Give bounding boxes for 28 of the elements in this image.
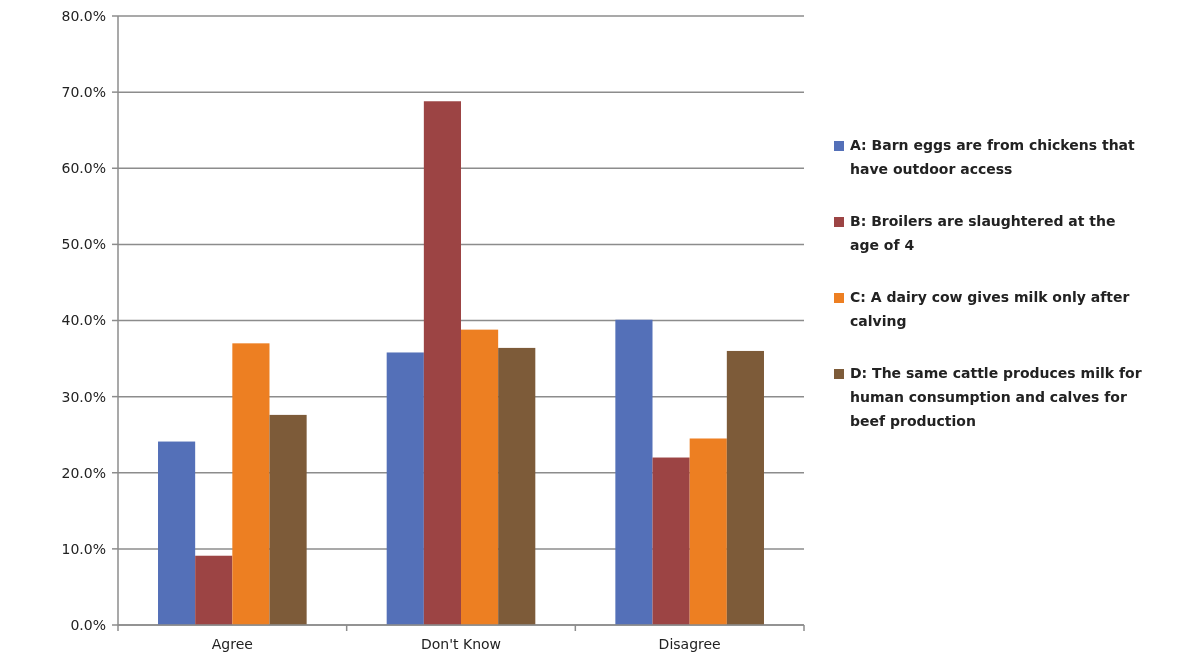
y-tick-label: 30.0%	[61, 388, 106, 405]
bar	[726, 350, 764, 625]
x-tick-label: Don't Know	[420, 636, 502, 652]
bar	[461, 329, 499, 625]
y-tick-label: 80.0%	[61, 7, 106, 24]
legend-label: C: A dairy cow gives milk only after calving	[850, 289, 1130, 329]
bar	[652, 457, 690, 625]
y-tick-label: 40.0%	[61, 312, 106, 329]
legend-label: A: Barn eggs are from chickens that have outdoor access	[850, 137, 1136, 177]
y-tick-label: 20.0%	[61, 464, 106, 481]
y-tick-label: 70.0%	[61, 84, 106, 101]
bar	[195, 555, 233, 625]
bar	[158, 441, 196, 625]
legend-label: D: The same cattle produces milk for human consumption and calves for beef production	[850, 365, 1142, 429]
bar	[498, 347, 536, 625]
bar	[269, 414, 307, 625]
y-tick-label: 0.0%	[70, 616, 106, 633]
y-tick-label: 10.0%	[61, 540, 106, 557]
y-tick-label: 50.0%	[61, 236, 106, 253]
bar	[423, 101, 461, 625]
bar	[615, 319, 653, 625]
bar	[689, 438, 727, 625]
y-tick-label: 60.0%	[61, 160, 106, 177]
x-tick-label: Disagree	[658, 636, 721, 652]
legend-label: B: Broilers are slaughtered at the age of 4	[850, 213, 1116, 253]
bar	[232, 343, 270, 625]
x-tick-label: Agree	[211, 636, 253, 652]
bar	[386, 352, 424, 625]
